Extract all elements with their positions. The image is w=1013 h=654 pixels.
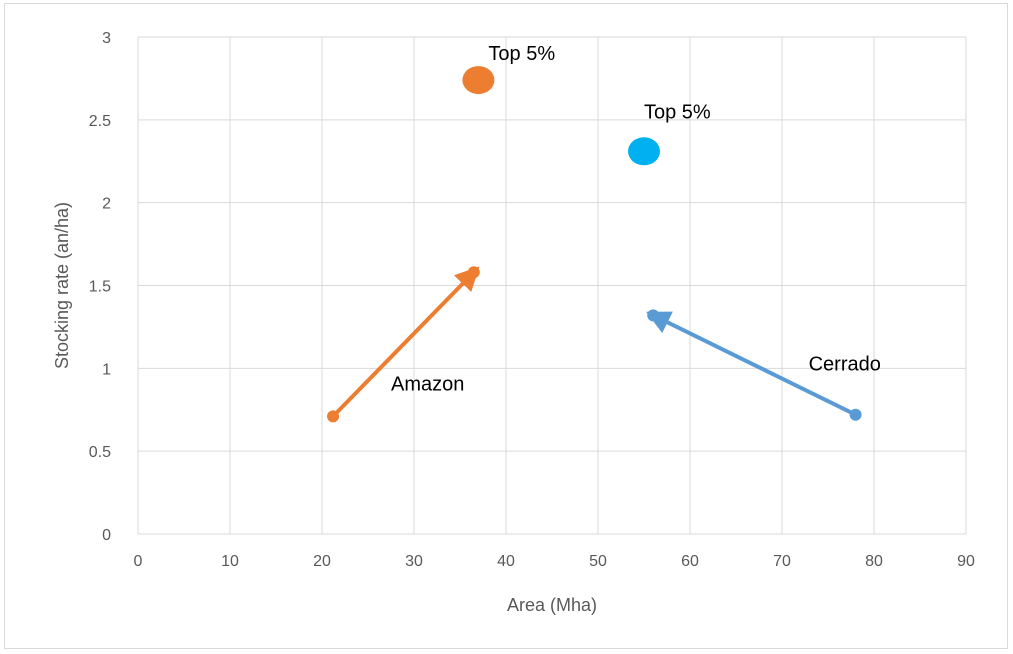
y-axis-ticks: 0 0.5 1 1.5 2 2.5 3 xyxy=(89,30,111,544)
x-tick-label: 70 xyxy=(773,553,791,570)
data-point-amazon xyxy=(327,410,340,423)
y-tick-label: 1 xyxy=(102,361,111,378)
x-tick-label: 50 xyxy=(589,553,607,570)
series-line-amazon xyxy=(331,266,480,418)
y-tick-label: 2 xyxy=(102,196,111,213)
series-label-cerrado: Cerrado xyxy=(809,354,881,376)
y-axis-title: Stocking rate (an/ha) xyxy=(52,202,72,369)
data-point-cerrado xyxy=(849,408,862,421)
x-tick-label: 60 xyxy=(681,553,699,570)
data-point-amazon xyxy=(467,266,480,279)
data-point-cerrado xyxy=(647,309,660,322)
y-tick-label: 2.5 xyxy=(89,113,111,130)
y-tick-label: 3 xyxy=(102,30,111,47)
y-tick-label: 0 xyxy=(102,527,111,544)
highlight-label: Top 5% xyxy=(488,43,555,65)
x-tick-label: 80 xyxy=(865,553,883,570)
x-axis-ticks: 0 10 20 30 40 50 60 70 80 90 xyxy=(134,553,975,570)
x-tick-label: 20 xyxy=(313,553,331,570)
x-tick-label: 90 xyxy=(957,553,975,570)
y-tick-label: 0.5 xyxy=(89,444,111,461)
x-tick-label: 0 xyxy=(134,553,143,570)
x-tick-label: 10 xyxy=(221,553,239,570)
highlight-point xyxy=(628,137,660,166)
highlight-layer: Top 5% Top 5% xyxy=(462,43,711,166)
highlight-label: Top 5% xyxy=(644,101,711,123)
series-line-cerrado xyxy=(646,311,857,417)
x-axis-title: Area (Mha) xyxy=(507,595,597,615)
y-tick-label: 1.5 xyxy=(89,279,111,296)
series-layer: Amazon Cerrado xyxy=(327,266,881,423)
x-tick-label: 30 xyxy=(405,553,423,570)
x-tick-label: 40 xyxy=(497,553,515,570)
series-label-amazon: Amazon xyxy=(391,373,464,395)
gridlines xyxy=(137,36,967,535)
highlight-point xyxy=(462,66,495,95)
